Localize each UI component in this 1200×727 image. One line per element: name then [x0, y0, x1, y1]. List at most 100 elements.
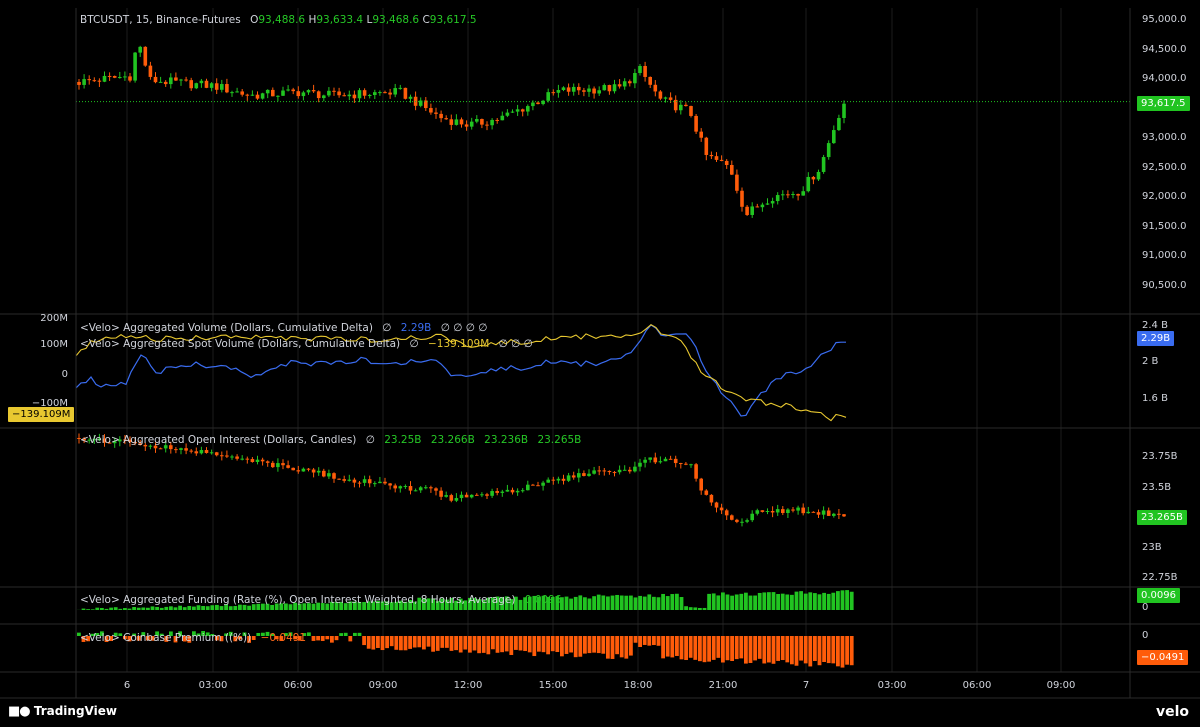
oi-candle-body — [276, 463, 280, 468]
oi-candle-body — [179, 448, 183, 450]
oi-candle-body — [704, 490, 709, 495]
oi-tick: 23.5B — [1142, 482, 1172, 493]
price-candle-body — [240, 91, 244, 95]
premium-bar — [362, 636, 366, 646]
funding-bar — [233, 606, 238, 610]
price-candle-body — [709, 154, 714, 157]
premium-bar — [247, 636, 251, 643]
premium-bar — [716, 636, 721, 658]
premium-bar — [537, 636, 541, 652]
premium-bar — [173, 636, 178, 643]
funding-bar — [698, 607, 702, 610]
oi-candle-body — [311, 469, 316, 473]
premium-bar — [228, 631, 233, 636]
high-value: 93,633.4 — [316, 14, 364, 26]
premium-bar — [578, 636, 583, 657]
funding-bar — [486, 597, 491, 610]
funding-bar — [316, 602, 320, 610]
oi-candle-body — [679, 463, 683, 465]
funding-bar — [587, 598, 592, 610]
price-candle-body — [536, 102, 540, 105]
price-candle-body — [643, 65, 647, 77]
premium-bar — [794, 636, 799, 666]
price-candle-body — [291, 89, 295, 92]
oi-candle-body — [255, 459, 260, 462]
price-candle-body — [760, 204, 765, 208]
price-candle-body — [842, 103, 846, 118]
time-tick: 6 — [123, 680, 131, 691]
premium-bar — [711, 636, 716, 660]
price-candle-body — [638, 65, 642, 74]
oi-candle-body — [638, 462, 642, 467]
premium-legend-name[interactable]: <Velo> Coinbase Premium ((%)) — [80, 632, 252, 644]
price-candle-body — [429, 108, 433, 113]
price-candle-body — [668, 97, 673, 100]
funding-bar — [279, 603, 284, 610]
funding-bar — [849, 591, 854, 610]
oi-candle-body — [531, 484, 535, 486]
funding-bar — [307, 603, 311, 610]
oi-candle-body — [745, 520, 749, 522]
funding-legend-name[interactable]: <Velo> Aggregated Funding (Rate (%), Ope… — [80, 594, 516, 606]
premium-bar — [615, 636, 619, 655]
premium-bar — [182, 636, 187, 642]
oi-candle-body — [250, 459, 255, 462]
price-candle-body — [459, 119, 464, 125]
oi-candle-body — [592, 470, 596, 474]
premium-bar — [150, 636, 155, 641]
tradingview-logo[interactable]: ■● TradingView — [8, 704, 117, 719]
funding-bar — [569, 598, 573, 610]
premium-bar — [155, 631, 159, 636]
time-tick: 09:00 — [368, 680, 398, 691]
funding-bar — [95, 607, 100, 610]
premium-bar — [670, 636, 675, 658]
oi-candle-body — [551, 479, 556, 481]
premium-bar — [573, 636, 578, 658]
premium-bar — [560, 636, 564, 657]
funding-bar — [408, 599, 412, 610]
price-candle-body — [398, 87, 403, 89]
oi-candle-body — [643, 459, 647, 463]
funding-bar — [794, 591, 799, 610]
premium-bar — [564, 636, 569, 654]
spot-legend-name[interactable]: <Velo> Aggregated Spot Volume (Dollars, … — [80, 338, 401, 350]
volume-tick: 2.4 B — [1142, 320, 1168, 331]
price-candle-body — [174, 77, 178, 81]
premium-bar — [684, 636, 688, 661]
funding-bar — [86, 609, 90, 610]
oi-candle-body — [755, 510, 760, 514]
spot-last-tag: −139.109M — [8, 407, 75, 422]
premium-bar — [348, 636, 353, 642]
funding-bar — [118, 608, 123, 610]
oi-candles — [77, 433, 846, 527]
funding-tick: 0 — [1142, 602, 1149, 613]
premium-bar — [596, 636, 601, 654]
premium-bar — [472, 636, 477, 651]
premium-bar — [785, 636, 790, 663]
premium-bar — [803, 636, 808, 664]
oi-candle-body — [398, 486, 403, 489]
premium-legend: <Velo> Coinbase Premium ((%)) −0.0491 — [80, 632, 307, 644]
interval-label[interactable]: 15 — [135, 14, 150, 26]
funding-bar — [583, 597, 587, 610]
oi-candle-body — [459, 494, 464, 499]
funding-bar — [523, 597, 527, 610]
price-candle-body — [128, 76, 132, 81]
premium-bar — [629, 636, 633, 656]
oi-candle-body — [607, 470, 612, 473]
price-candle-body — [235, 91, 239, 93]
symbol-label[interactable]: BTCUSDT — [80, 14, 130, 26]
funding-bar — [675, 593, 679, 610]
funding-bar — [449, 597, 454, 610]
price-candle-body — [449, 119, 454, 125]
oi-candle-body — [204, 450, 209, 453]
price-candle-body — [617, 84, 622, 87]
premium-bar — [836, 636, 840, 667]
volume-legend-name[interactable]: <Velo> Aggregated Volume (Dollars, Cumul… — [80, 322, 373, 334]
funding-bar — [311, 603, 316, 610]
oi-legend-name[interactable]: <Velo> Aggregated Open Interest (Dollars… — [80, 434, 357, 446]
funding-bar — [477, 599, 481, 610]
premium-bar — [527, 636, 532, 653]
premium-bar — [744, 636, 748, 664]
